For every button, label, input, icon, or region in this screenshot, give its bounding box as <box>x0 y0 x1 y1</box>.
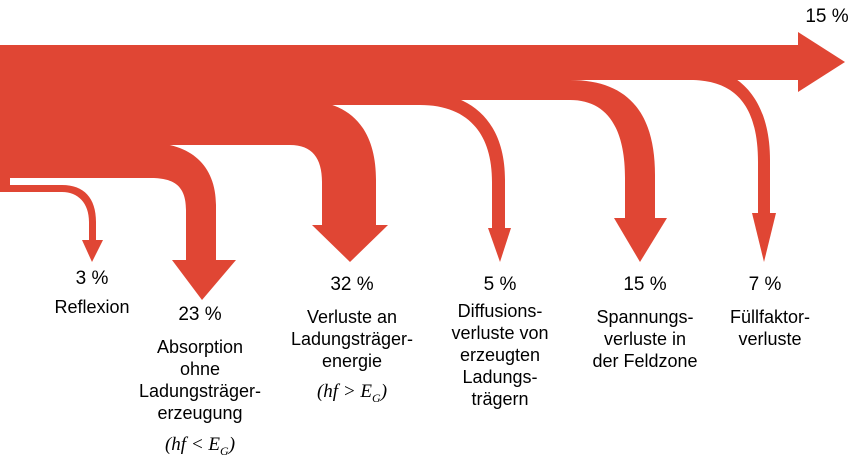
absorption-formula: (hf < EG) <box>164 434 236 458</box>
energy-loss-value: 32 % <box>330 274 374 295</box>
energy-loss-formula: (hf > EG) <box>316 381 388 405</box>
diffusion-label: Diffusions- verluste von erzeugten Ladun… <box>451 301 549 409</box>
energy-loss-flow <box>0 100 376 228</box>
voltage-loss-value: 15 % <box>623 274 667 295</box>
reflexion-flow <box>0 185 96 242</box>
absorption-flow <box>0 143 216 262</box>
absorption-value: 23 % <box>178 304 222 325</box>
flow-group <box>0 32 845 300</box>
output-value: 15 % <box>805 6 849 27</box>
absorption-label: Absorption ohne Ladungsträger- erzeugung <box>138 337 262 423</box>
voltage-loss-flow <box>0 80 655 220</box>
energy-loss-arrow-head <box>312 225 388 262</box>
diffusion-arrow-head <box>488 228 511 262</box>
fill-factor-value: 7 % <box>748 274 782 295</box>
reflexion-arrow-head <box>82 240 103 262</box>
reflexion-value: 3 % <box>75 268 109 289</box>
diffusion-flow <box>0 92 505 232</box>
reflexion-label: Reflexion <box>54 297 130 317</box>
absorption-arrow-head <box>172 260 236 300</box>
energy-loss-label: Verluste an Ladungsträger- energie <box>290 307 414 371</box>
voltage-loss-arrow-head <box>614 218 667 262</box>
fill-factor-arrow-head <box>752 213 776 262</box>
voltage-loss-label: Spannungs- verluste in der Feldzone <box>592 307 698 371</box>
output-arrow <box>798 32 845 92</box>
fill-factor-label: Füllfaktor- verluste <box>729 307 810 349</box>
diffusion-value: 5 % <box>483 274 517 295</box>
